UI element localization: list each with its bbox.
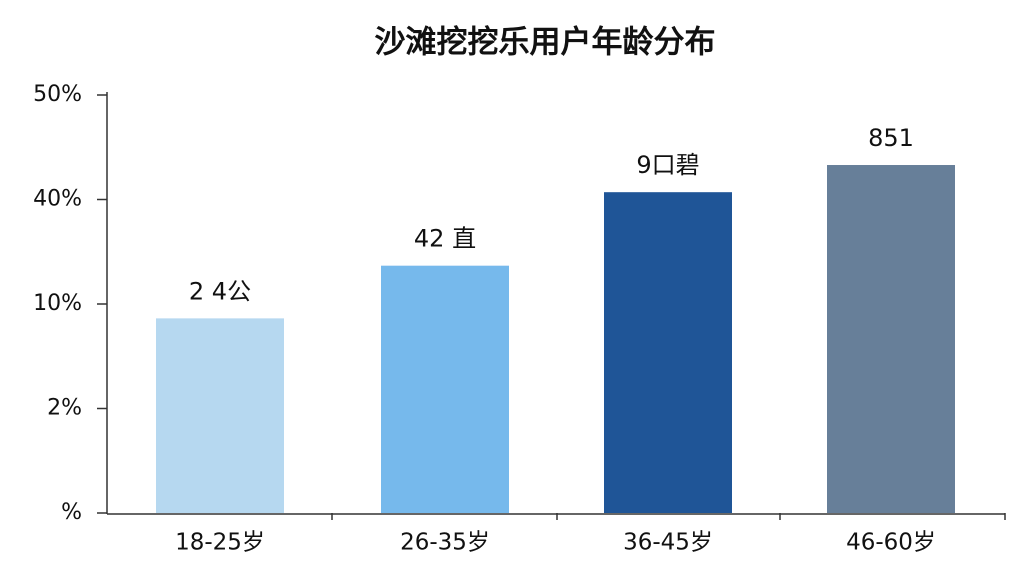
y-tick-label: 40% <box>33 187 82 212</box>
bar <box>604 192 732 513</box>
x-tick-label: 26-35岁 <box>400 530 490 556</box>
bar <box>156 318 284 513</box>
bar <box>827 165 955 513</box>
bar-annotation: 2 4公 <box>189 277 251 305</box>
chart-title: 沙滩挖挖乐用户年龄分布 <box>375 25 716 61</box>
y-tick-label: 2% <box>47 396 82 421</box>
x-tick-label: 46-60岁 <box>846 530 936 556</box>
y-tick-label: 10% <box>33 291 82 316</box>
y-tick-label: 50% <box>33 82 82 107</box>
x-tick-label: 18-25岁 <box>175 530 265 556</box>
bar <box>381 265 509 513</box>
bar-annotation: 9口碧 <box>636 151 699 179</box>
bar-annotation: 42 直 <box>414 225 476 253</box>
bar-annotation: 851 <box>868 124 914 152</box>
x-tick-label: 36-45岁 <box>623 530 713 556</box>
y-tick-label: % <box>61 500 82 525</box>
